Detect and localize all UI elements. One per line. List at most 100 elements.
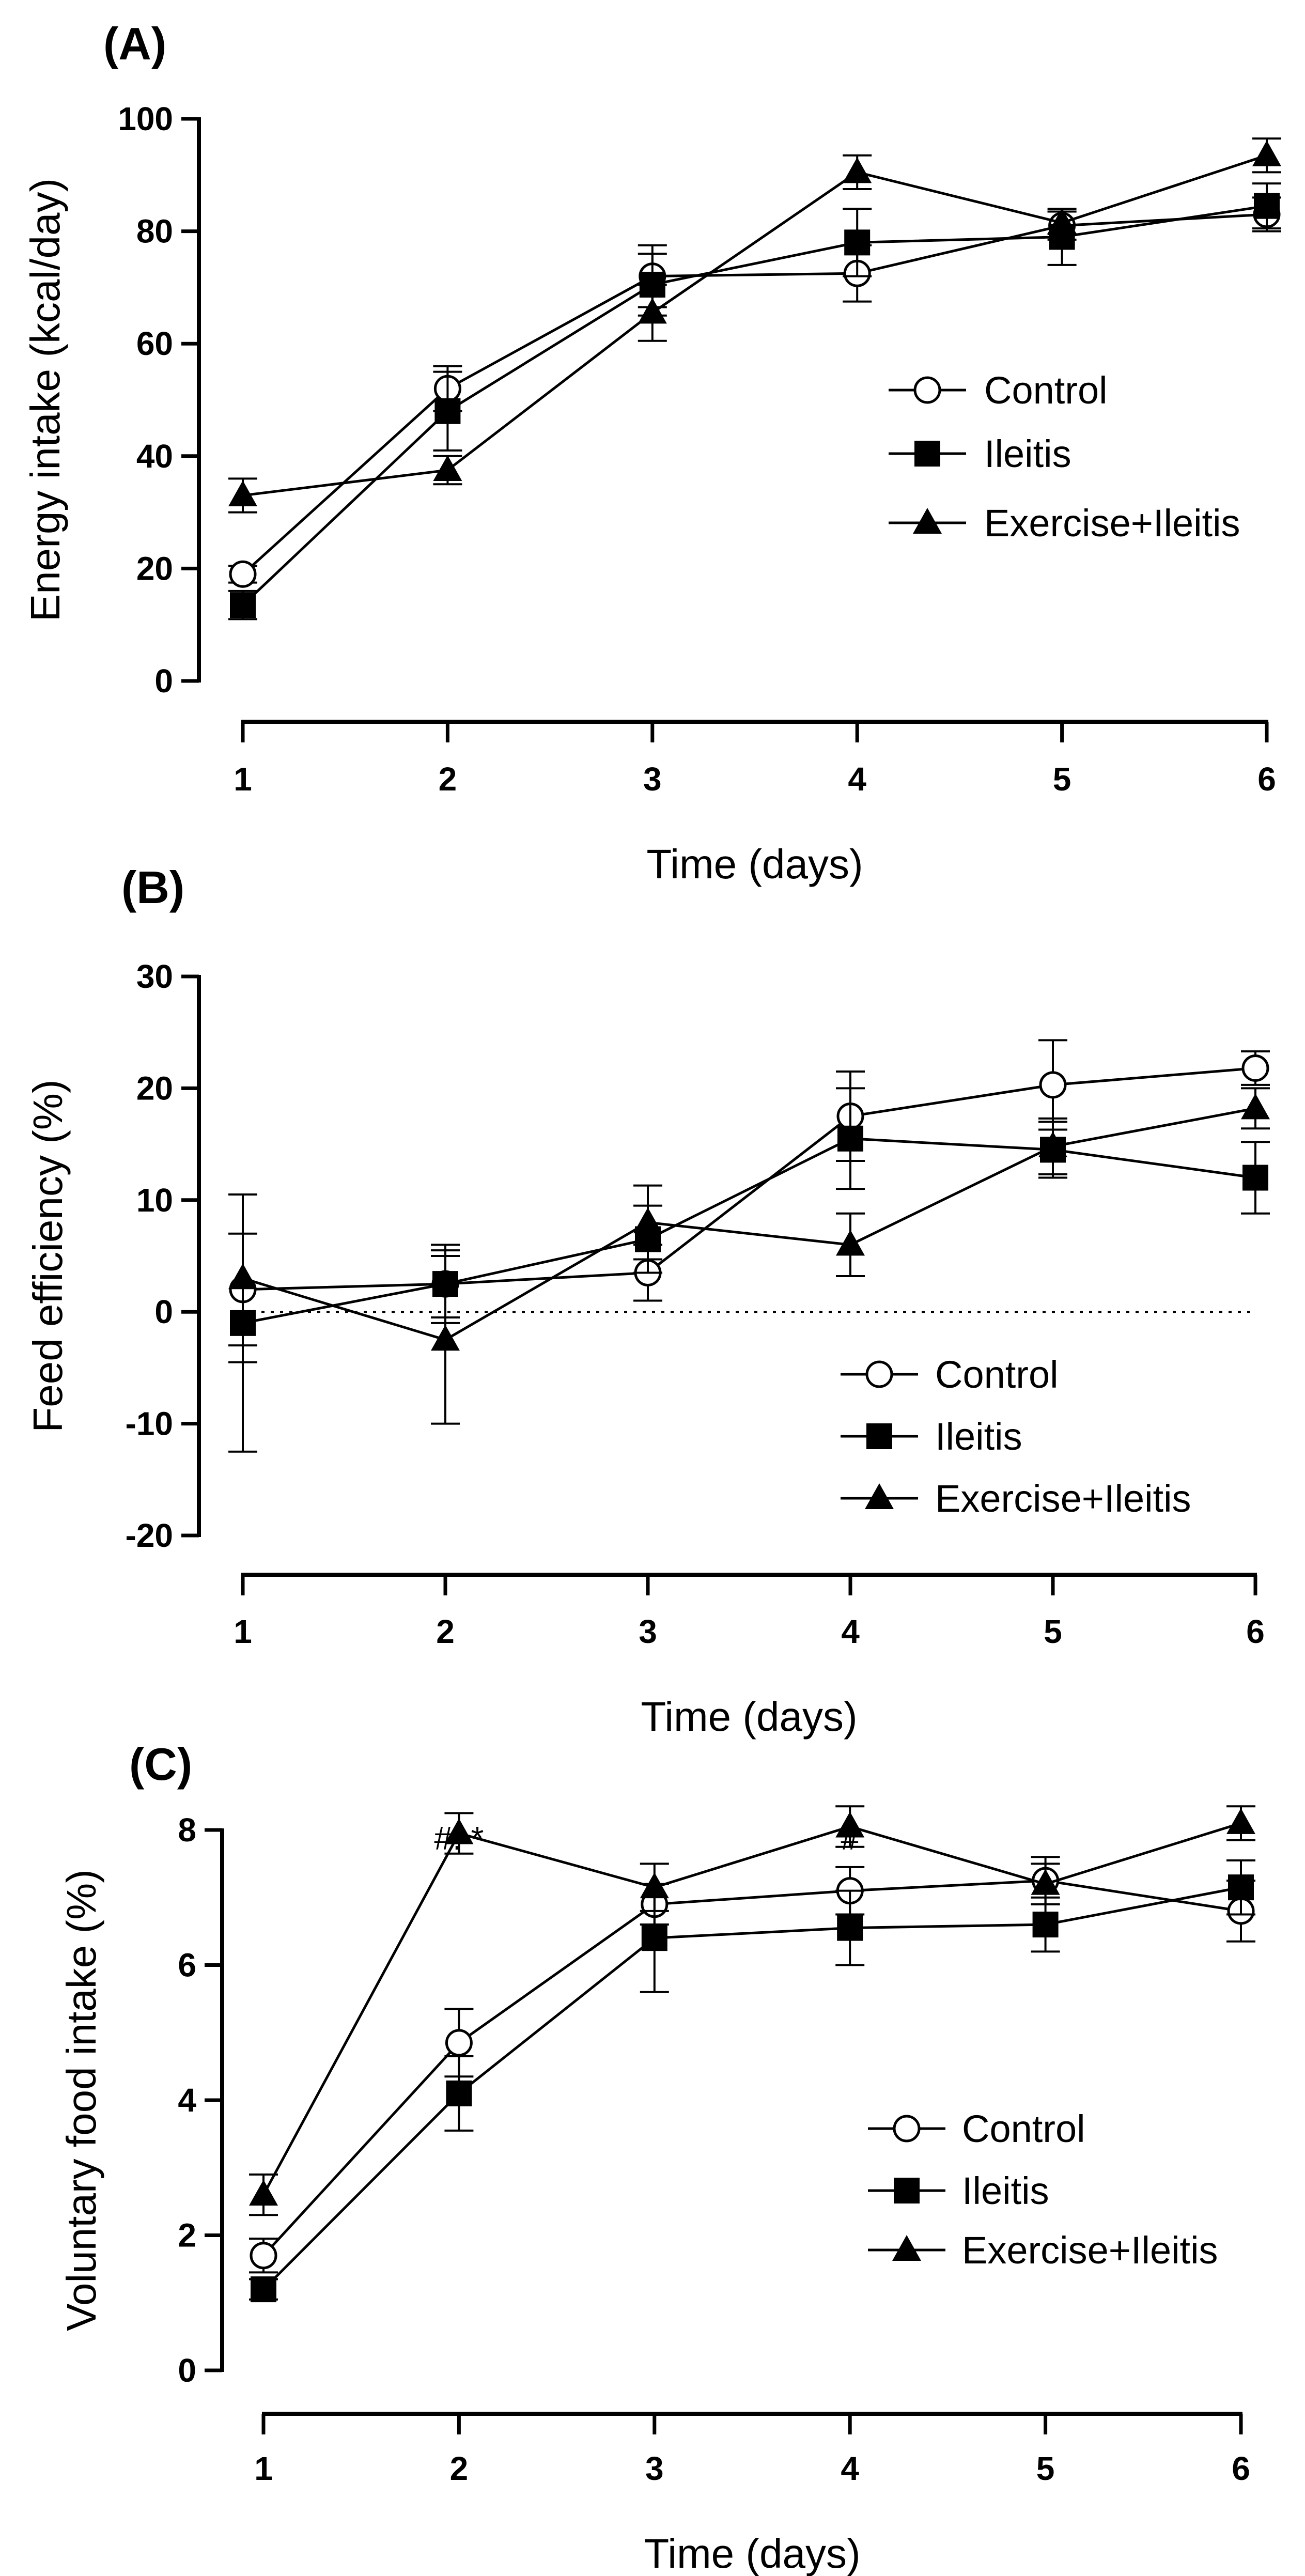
panel-c-legend-marker-ileitis [894, 2178, 920, 2203]
panel-c-y-tick-label: 6 [178, 1947, 196, 1984]
panel-c: (C) 0 2 4 6 8 1 2 3 4 5 6 Time (days) Voluntary food … [58, 1739, 1255, 2576]
panel-b-legend-marker-ileitis [866, 1423, 892, 1449]
panel-a-point-ileitis [434, 398, 461, 424]
panel-b-x-tick-label: 4 [841, 1613, 860, 1650]
panel-a-legend-marker-exercise-ileitis [913, 508, 942, 534]
panel-c-x-tick-label: 3 [645, 2450, 664, 2487]
panel-b-x-tick-label: 1 [234, 1613, 252, 1650]
panel-b-x-tick-label: 6 [1246, 1613, 1265, 1650]
panel-c-point-exercise-ileitis [444, 1818, 474, 1844]
panel-c-tag: (C) [129, 1739, 192, 1790]
panel-c-y-tick-label: 4 [178, 2082, 196, 2119]
panel-a-y-tick-label: 40 [136, 438, 173, 475]
panel-b-point-exercise-ileitis [431, 1325, 460, 1351]
panel-b-y-tick-label: 0 [154, 1293, 173, 1330]
panel-b-x-tick-label: 3 [639, 1613, 657, 1650]
panel-c-point-control [250, 2242, 277, 2270]
panel-a-line-exercise-ileitis [242, 154, 1267, 497]
panel-a-point-ileitis [230, 592, 256, 618]
panel-a-x-tick-label: 2 [439, 761, 457, 798]
panel-a-y-tick-label: 80 [136, 213, 173, 250]
panel-c-annotation: # [841, 1820, 859, 1857]
panel-b-y-tick-label: -10 [126, 1405, 174, 1442]
panel-c-point-exercise-ileitis [1031, 1869, 1060, 1895]
panel-c-point-ileitis [641, 1925, 667, 1951]
panel-c-point-exercise-ileitis [640, 1872, 669, 1899]
panel-c-line-control [262, 1879, 1241, 2257]
panel-c-point-control [445, 2029, 473, 2057]
panel-b-legend-marker-control [865, 1360, 893, 1388]
panel-a-point-exercise-ileitis [843, 157, 872, 183]
panel-c-point-exercise-ileitis [1226, 1808, 1255, 1834]
panel-c-legend-label-ileitis: Ileitis [962, 2169, 1049, 2212]
panel-c-x-tick-label: 6 [1232, 2450, 1250, 2487]
panel-a-point-exercise-ileitis [433, 455, 462, 481]
panel-b-line-exercise-ileitis [242, 1107, 1256, 1342]
panel-a-legend-marker-ileitis [914, 441, 940, 467]
panel-b-y-tick-label: 30 [136, 958, 173, 995]
panel-b-line-ileitis [242, 1137, 1256, 1325]
panel-a-legend-label-exercise-ileitis: Exercise+Ileitis [984, 502, 1240, 545]
panel-b-line-control [242, 1066, 1256, 1291]
panel-b-series-control [228, 1039, 1270, 1347]
panel-b-point-control [1039, 1071, 1067, 1099]
panel-c-point-ileitis [251, 2276, 276, 2303]
panel-a-legend-label-ileitis: Ileitis [984, 432, 1071, 475]
panel-c-legend-marker-control [893, 2115, 921, 2143]
panel-c-point-ileitis [1032, 1912, 1059, 1938]
panel-c-legend-marker-exercise-ileitis [892, 2235, 921, 2261]
panel-c-point-ileitis [446, 2080, 472, 2106]
panel-a-x-tick-label: 3 [643, 761, 662, 798]
panel-a-point-exercise-ileitis [228, 480, 257, 506]
panel-b-series-exercise-ileitis [228, 1087, 1270, 1425]
panel-a-x-tick-label: 5 [1053, 761, 1071, 798]
panel-c-x-tick-label: 2 [450, 2450, 469, 2487]
panel-b-legend-label-exercise-ileitis: Exercise+Ileitis [935, 1477, 1191, 1520]
panel-a-x-tick-label: 1 [234, 761, 252, 798]
panel-a-y-axis-title: Energy intake (kcal/day) [22, 178, 68, 622]
panel-a-x-axis-title: Time (days) [646, 841, 863, 887]
panel-c-series-control [249, 1856, 1255, 2274]
panel-b-y-tick-label: 10 [136, 1182, 173, 1219]
panel-b-x-axis-title: Time (days) [641, 1694, 857, 1740]
panel-c-legend-label-control: Control [962, 2107, 1085, 2150]
panel-c-y-tick-label: 2 [178, 2217, 196, 2254]
panel-c-point-ileitis [837, 1915, 863, 1941]
panel-b-x-tick-label: 5 [1044, 1613, 1062, 1650]
panel-c-point-exercise-ileitis [835, 1811, 865, 1838]
panel-a-point-exercise-ileitis [638, 298, 667, 324]
panel-a-x-tick-label: 6 [1257, 761, 1276, 798]
panel-a-legend-marker-control [913, 376, 941, 404]
panel-a-y-tick-label: 100 [118, 100, 173, 137]
panel-c-line-ileitis [262, 1886, 1241, 2290]
panel-b-point-ileitis [1242, 1165, 1268, 1191]
panel-a-series-ileitis [228, 182, 1281, 620]
panel-a-point-ileitis [1254, 193, 1280, 219]
panel-a-line-ileitis [242, 205, 1267, 606]
panel-b-point-exercise-ileitis [228, 1263, 257, 1290]
panel-c-y-axis-title: Voluntary food intake (%) [58, 1869, 104, 2331]
panel-a-point-exercise-ileitis [1047, 208, 1077, 234]
panel-a-tag: (A) [103, 18, 166, 69]
panel-a-y-tick-label: 20 [136, 550, 173, 587]
panel-c-legend-label-exercise-ileitis: Exercise+Ileitis [962, 2229, 1218, 2272]
panel-c-x-tick-label: 1 [254, 2450, 273, 2487]
panel-b-legend-label-ileitis: Ileitis [935, 1415, 1022, 1458]
panel-b-legend: Control Ileitis Exercise+Ileitis [841, 1353, 1191, 1520]
panel-b-legend-label-control: Control [935, 1353, 1059, 1396]
panel-a-y-tick-label: 60 [136, 325, 173, 362]
panel-b-point-ileitis [837, 1125, 863, 1152]
panel-b-legend-marker-exercise-ileitis [865, 1483, 894, 1509]
panel-a-y-tick-label: 0 [154, 662, 173, 700]
panel-c-x-axis-title: Time (days) [644, 2531, 860, 2576]
panel-c-x-tick-label: 4 [841, 2450, 859, 2487]
panel-a-point-ileitis [844, 229, 871, 256]
panel-b-point-control [1241, 1054, 1269, 1082]
panel-b: (B) -20 -10 0 10 20 30 1 2 3 4 5 6 Time (days) Feed ef… [25, 862, 1270, 1740]
panel-c-annotation: #. * [434, 1820, 484, 1857]
panel-b-y-tick-label: 20 [136, 1069, 173, 1107]
panel-b-point-exercise-ileitis [1038, 1131, 1067, 1157]
panel-c-y-tick-label: 0 [178, 2352, 196, 2389]
panel-c-y-tick-label: 8 [178, 1811, 196, 1849]
panel-c-point-ileitis [1228, 1874, 1254, 1901]
